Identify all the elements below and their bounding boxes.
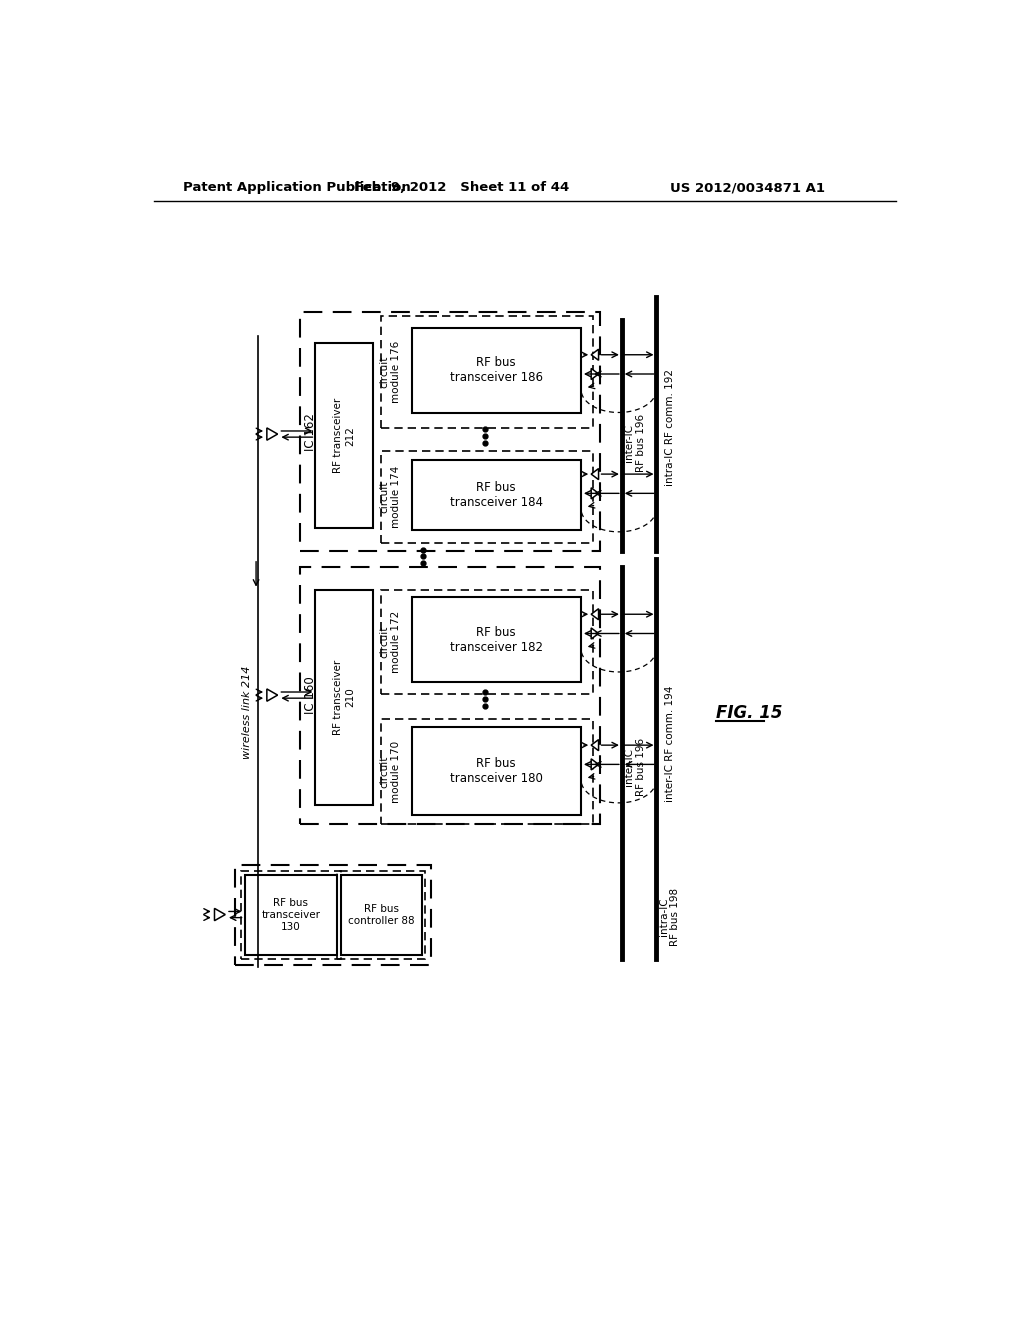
Text: RF bus
transceiver
130: RF bus transceiver 130 bbox=[261, 899, 321, 932]
Text: RF bus
transceiver 184: RF bus transceiver 184 bbox=[450, 480, 543, 510]
Text: circuit
module 174: circuit module 174 bbox=[379, 466, 400, 528]
Polygon shape bbox=[267, 689, 278, 701]
Text: RF transceiver
212: RF transceiver 212 bbox=[334, 397, 355, 474]
Polygon shape bbox=[214, 908, 225, 921]
Polygon shape bbox=[591, 739, 599, 751]
Text: inter-IC RF comm. 194: inter-IC RF comm. 194 bbox=[665, 685, 675, 801]
Bar bbox=[412, 597, 581, 682]
Bar bbox=[315, 590, 373, 805]
Polygon shape bbox=[591, 628, 599, 639]
Text: RF bus
controller 88: RF bus controller 88 bbox=[348, 904, 415, 925]
Text: inter-IC
RF bus 196: inter-IC RF bus 196 bbox=[624, 414, 646, 473]
Text: RF bus
transceiver 182: RF bus transceiver 182 bbox=[450, 626, 543, 653]
Polygon shape bbox=[591, 759, 599, 770]
Bar bbox=[337, 871, 425, 960]
Bar bbox=[381, 590, 593, 693]
Polygon shape bbox=[591, 350, 599, 360]
Text: IC 160: IC 160 bbox=[304, 677, 317, 714]
Text: RF transceiver
210: RF transceiver 210 bbox=[334, 660, 355, 735]
Bar bbox=[412, 327, 581, 412]
Bar bbox=[381, 719, 593, 825]
Polygon shape bbox=[591, 469, 599, 479]
Bar bbox=[236, 866, 431, 965]
Text: circuit
module 176: circuit module 176 bbox=[379, 341, 400, 403]
Text: US 2012/0034871 A1: US 2012/0034871 A1 bbox=[670, 181, 824, 194]
Bar bbox=[341, 874, 422, 956]
Polygon shape bbox=[591, 609, 599, 620]
Bar bbox=[412, 726, 581, 816]
Polygon shape bbox=[267, 428, 278, 441]
Text: inter-IC
RF bus 196: inter-IC RF bus 196 bbox=[624, 738, 646, 796]
Text: Patent Application Publication: Patent Application Publication bbox=[183, 181, 411, 194]
Bar bbox=[241, 871, 341, 960]
Text: IC 162: IC 162 bbox=[304, 413, 317, 450]
Text: intra-IC
RF bus 198: intra-IC RF bus 198 bbox=[658, 888, 680, 946]
Text: wireless link 214: wireless link 214 bbox=[242, 667, 252, 759]
Bar bbox=[381, 451, 593, 544]
Text: RF bus
transceiver 186: RF bus transceiver 186 bbox=[450, 356, 543, 384]
Bar bbox=[300, 566, 600, 825]
Text: FIG. 15: FIG. 15 bbox=[716, 704, 782, 722]
Text: circuit
module 172: circuit module 172 bbox=[379, 610, 400, 673]
Text: RF bus
transceiver 180: RF bus transceiver 180 bbox=[450, 756, 543, 785]
Text: circuit
module 170: circuit module 170 bbox=[379, 741, 400, 803]
Bar bbox=[300, 313, 600, 552]
Bar bbox=[245, 874, 337, 956]
Bar bbox=[381, 317, 593, 428]
Text: Feb. 9, 2012   Sheet 11 of 44: Feb. 9, 2012 Sheet 11 of 44 bbox=[354, 181, 569, 194]
Polygon shape bbox=[591, 488, 599, 499]
Bar bbox=[315, 343, 373, 528]
Bar bbox=[412, 461, 581, 529]
Polygon shape bbox=[591, 368, 599, 380]
Text: intra-IC RF comm. 192: intra-IC RF comm. 192 bbox=[665, 370, 675, 486]
